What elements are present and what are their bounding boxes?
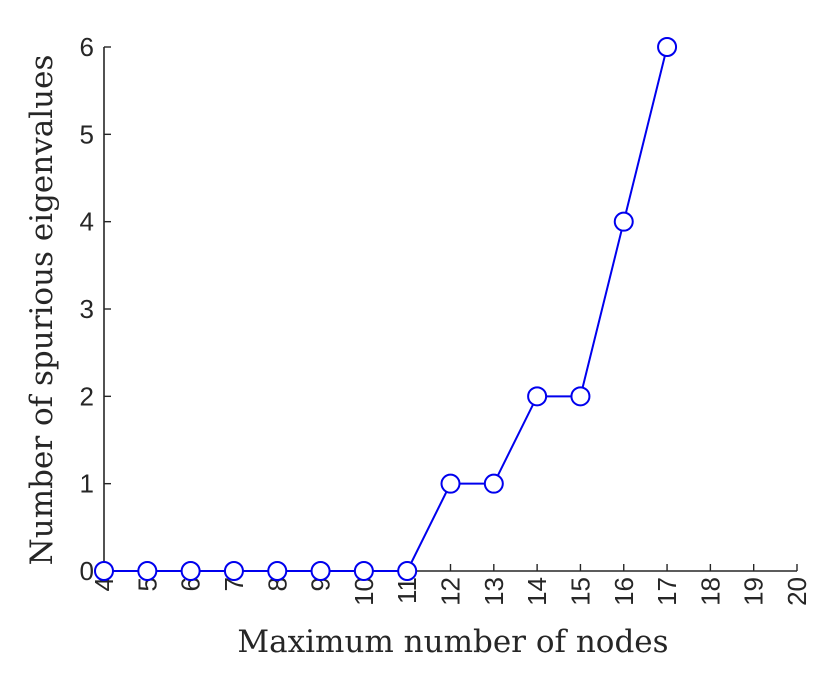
x-tick-label: 16 xyxy=(609,577,639,606)
x-tick-label: 18 xyxy=(695,577,725,606)
x-tick-label: 6 xyxy=(176,577,206,591)
x-tick-label: 19 xyxy=(739,577,769,606)
x-tick-label: 8 xyxy=(262,577,292,591)
data-point xyxy=(613,211,634,232)
x-tick-label: 7 xyxy=(219,577,249,591)
x-tick-label: 15 xyxy=(565,577,595,606)
x-tick-label: 4 xyxy=(89,577,119,591)
data-point xyxy=(267,561,288,581)
x-tick-label: 17 xyxy=(652,577,682,606)
data-point xyxy=(180,561,201,581)
data-point xyxy=(483,473,504,494)
x-axis-title: Maximum number of nodes xyxy=(237,624,668,660)
y-tick-label: 0 xyxy=(80,556,94,586)
data-point xyxy=(570,386,591,407)
y-tick-label: 2 xyxy=(80,381,94,411)
x-tick-label: 5 xyxy=(132,577,162,591)
y-tick-label: 5 xyxy=(80,119,94,149)
y-axis-title: Number of spurious eigenvalues xyxy=(24,55,60,566)
y-tick-label: 3 xyxy=(80,294,94,324)
x-tick-label: 20 xyxy=(782,577,812,606)
x-tick-label: 14 xyxy=(522,577,552,606)
data-point xyxy=(137,561,158,581)
x-tick-label: 9 xyxy=(306,577,336,591)
data-point xyxy=(397,561,418,581)
data-point xyxy=(223,561,244,581)
x-tick-label: 10 xyxy=(349,577,379,606)
x-tick-label: 13 xyxy=(479,577,509,606)
data-point xyxy=(440,473,461,494)
y-tick-label: 4 xyxy=(80,207,94,237)
y-tick-label: 1 xyxy=(80,469,94,499)
series-layer xyxy=(94,37,678,581)
data-point xyxy=(527,386,548,407)
data-point xyxy=(94,561,114,581)
data-point xyxy=(657,37,678,57)
x-tick-label: 12 xyxy=(436,577,466,606)
data-point xyxy=(353,561,374,581)
y-tick-label: 6 xyxy=(80,32,94,62)
data-point xyxy=(310,561,331,581)
x-tick-label: 11 xyxy=(392,577,422,604)
series-line xyxy=(104,46,669,572)
